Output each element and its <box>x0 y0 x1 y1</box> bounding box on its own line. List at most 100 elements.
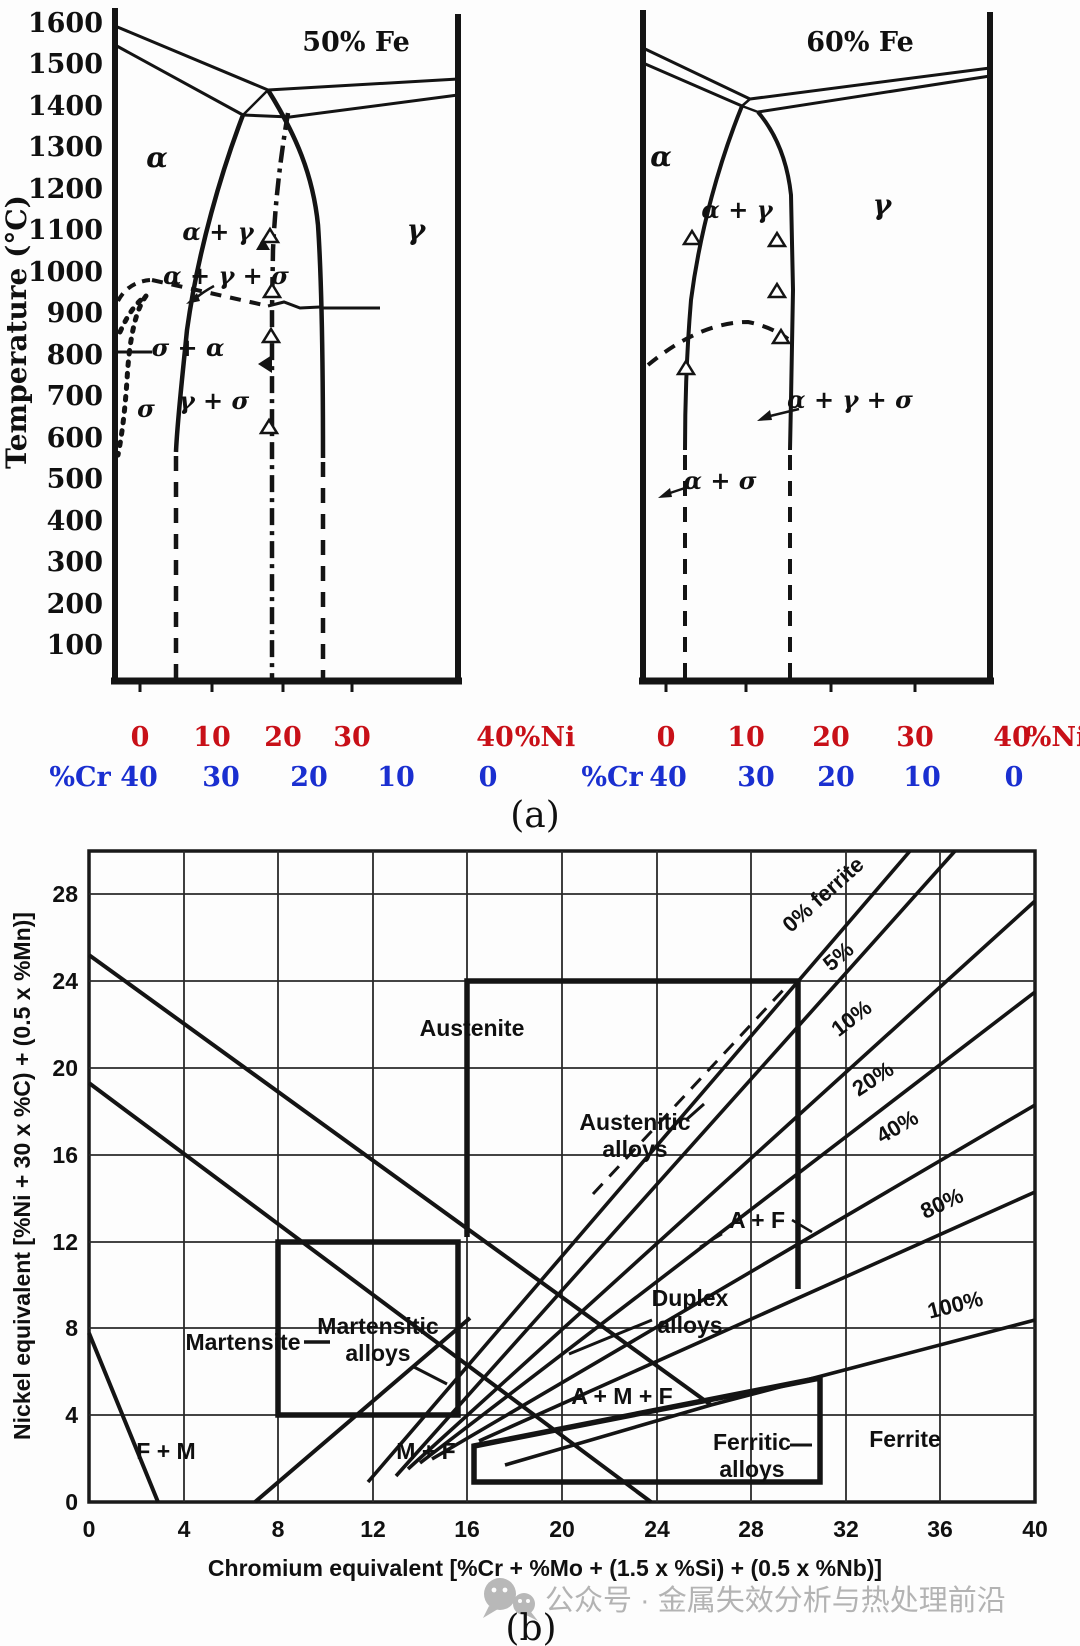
y-tick-300: 300 <box>47 547 103 578</box>
sigma-hump-dashed <box>646 319 790 367</box>
alpha-boundary-solid <box>683 105 744 451</box>
ferrite-label-100: 100% <box>925 1286 986 1324</box>
austenitic-connector <box>685 1102 705 1122</box>
wechat-eye <box>526 1599 530 1603</box>
open-triangle <box>766 281 788 299</box>
sigma-hump-dashed <box>116 278 151 302</box>
liquidus-solidus-60fe <box>642 46 991 114</box>
cr-label: %Cr <box>49 762 111 793</box>
label-alpha-gamma-sigma: α + γ + σ <box>787 385 913 414</box>
region-a-m-f: A + M + F <box>571 1383 672 1409</box>
cr-tick: 10 <box>377 762 415 793</box>
region-martensitic-2: alloys <box>345 1340 410 1366</box>
open-triangle <box>259 226 281 244</box>
phase-diagram-60fe: 60% Fe α α + γ γ α + γ + σ α + σ <box>639 10 994 692</box>
b-y-tick-20: 20 <box>52 1055 78 1081</box>
cr-tick: 0 <box>479 762 498 793</box>
open-triangle <box>766 230 788 248</box>
f-m-boundary <box>87 1332 160 1503</box>
open-triangle <box>260 326 282 344</box>
triangle-markers-60fe <box>675 228 792 376</box>
b-y-tick-24: 24 <box>52 968 78 994</box>
label-sigma-alpha: σ + α <box>152 333 225 362</box>
alloy-boxes <box>275 978 823 1485</box>
b-y-axis-label: Nickel equivalent [%Ni + 30 x %C) + (0.5… <box>9 912 35 1440</box>
y-tick-1600: 1600 <box>28 8 103 39</box>
region-ferrite: Ferrite <box>869 1426 941 1452</box>
austenitic-dashed-line <box>591 984 789 1196</box>
ags-arrow-head <box>757 410 772 421</box>
region-martensite: Martensite <box>185 1329 300 1355</box>
y-tick-1000: 1000 <box>28 257 103 288</box>
duplex-pointer <box>568 1318 653 1356</box>
y-tick-1500: 1500 <box>28 49 103 80</box>
b-y-tick-28: 28 <box>52 881 78 907</box>
ni-tick: 0 <box>657 722 676 753</box>
title-50fe: 50% Fe <box>302 27 410 58</box>
m-f-boundary <box>253 1316 472 1504</box>
sigma-pocket-dotted-left <box>117 293 149 335</box>
b-x-axis-label: Chromium equivalent [%Cr + %Mo + (1.5 x … <box>208 1555 882 1581</box>
cr-tick: 40 <box>120 762 158 793</box>
ferritic-alloys-box <box>471 1374 823 1485</box>
open-triangle <box>681 228 703 246</box>
b-x-tick-0: 0 <box>83 1516 96 1542</box>
950c-step <box>267 300 321 310</box>
b-x-tick-12: 12 <box>360 1516 386 1542</box>
line-80pct <box>478 1190 1036 1443</box>
b-y-tick-4: 4 <box>65 1402 78 1428</box>
b-x-tick-16: 16 <box>454 1516 480 1542</box>
label-connectors <box>304 1102 813 1447</box>
triangle-markers-50fe <box>256 226 283 435</box>
ferrite-label-10: 10% <box>826 995 876 1042</box>
label-alpha: α <box>146 141 168 174</box>
cr-tick: 40 <box>649 762 687 793</box>
alpha-boundary-solid <box>173 114 246 453</box>
wechat-eye <box>518 1599 522 1603</box>
line-5pct <box>394 849 957 1478</box>
caption-b: (b) <box>505 1608 556 1646</box>
solidus-left <box>114 43 244 117</box>
b-x-tick-36: 36 <box>927 1516 953 1542</box>
liquidus-left <box>114 24 269 92</box>
x-ticks-50fe <box>138 681 354 692</box>
watermark: 公众号 · 金属失效分析与热处理前沿 <box>483 1578 1006 1621</box>
x-ticks-60fe <box>664 681 917 692</box>
y-tick-900: 900 <box>47 298 103 329</box>
junction-link <box>242 89 269 116</box>
cr-tick: 30 <box>737 762 775 793</box>
region-austenite: Austenite <box>420 1015 525 1041</box>
b-y-tick-16: 16 <box>52 1142 78 1168</box>
b-y-tick-0: 0 <box>65 1489 78 1515</box>
cr-tick: 20 <box>817 762 855 793</box>
liquidus-solidus-50fe <box>114 24 459 119</box>
b-x-tick-28: 28 <box>738 1516 764 1542</box>
y-tick-800: 800 <box>47 340 103 371</box>
b-x-tick-4: 4 <box>178 1516 191 1542</box>
open-triangle <box>261 281 283 299</box>
schaeffler-diagram: Austenite Austenitic alloys A + F Duplex… <box>9 849 1048 1581</box>
line-10pct <box>406 899 1037 1471</box>
b-x-tick-32: 32 <box>833 1516 859 1542</box>
caption-a: (a) <box>510 795 560 836</box>
label-gamma: γ <box>873 188 893 221</box>
y-tick-100: 100 <box>47 630 103 661</box>
region-ferritic-2: alloys <box>719 1456 784 1482</box>
liquidus-left <box>642 46 751 101</box>
watermark-text: 公众号 · 金属失效分析与热处理前沿 <box>545 1584 1006 1617</box>
label-gamma-sigma: γ + σ <box>179 386 250 415</box>
region-a-f: A + F <box>729 1207 785 1233</box>
junction-link <box>741 98 751 107</box>
y-tick-1200: 1200 <box>28 174 103 205</box>
line-20pct <box>418 990 1037 1465</box>
martensitic-alloys-box <box>275 1239 461 1418</box>
title-60fe: 60% Fe <box>806 27 914 58</box>
sigma-dashdot-line <box>269 112 291 679</box>
open-triangle <box>675 358 697 376</box>
label-alpha-sigma: α + σ <box>684 466 757 495</box>
gamma-boundary-solid <box>756 110 796 451</box>
phase-diagram-50fe: 50% Fe α α + γ α + γ + σ σ + α σ γ + σ γ <box>111 8 462 692</box>
ni-tick: 10 <box>727 722 765 753</box>
grid <box>87 849 1037 1504</box>
